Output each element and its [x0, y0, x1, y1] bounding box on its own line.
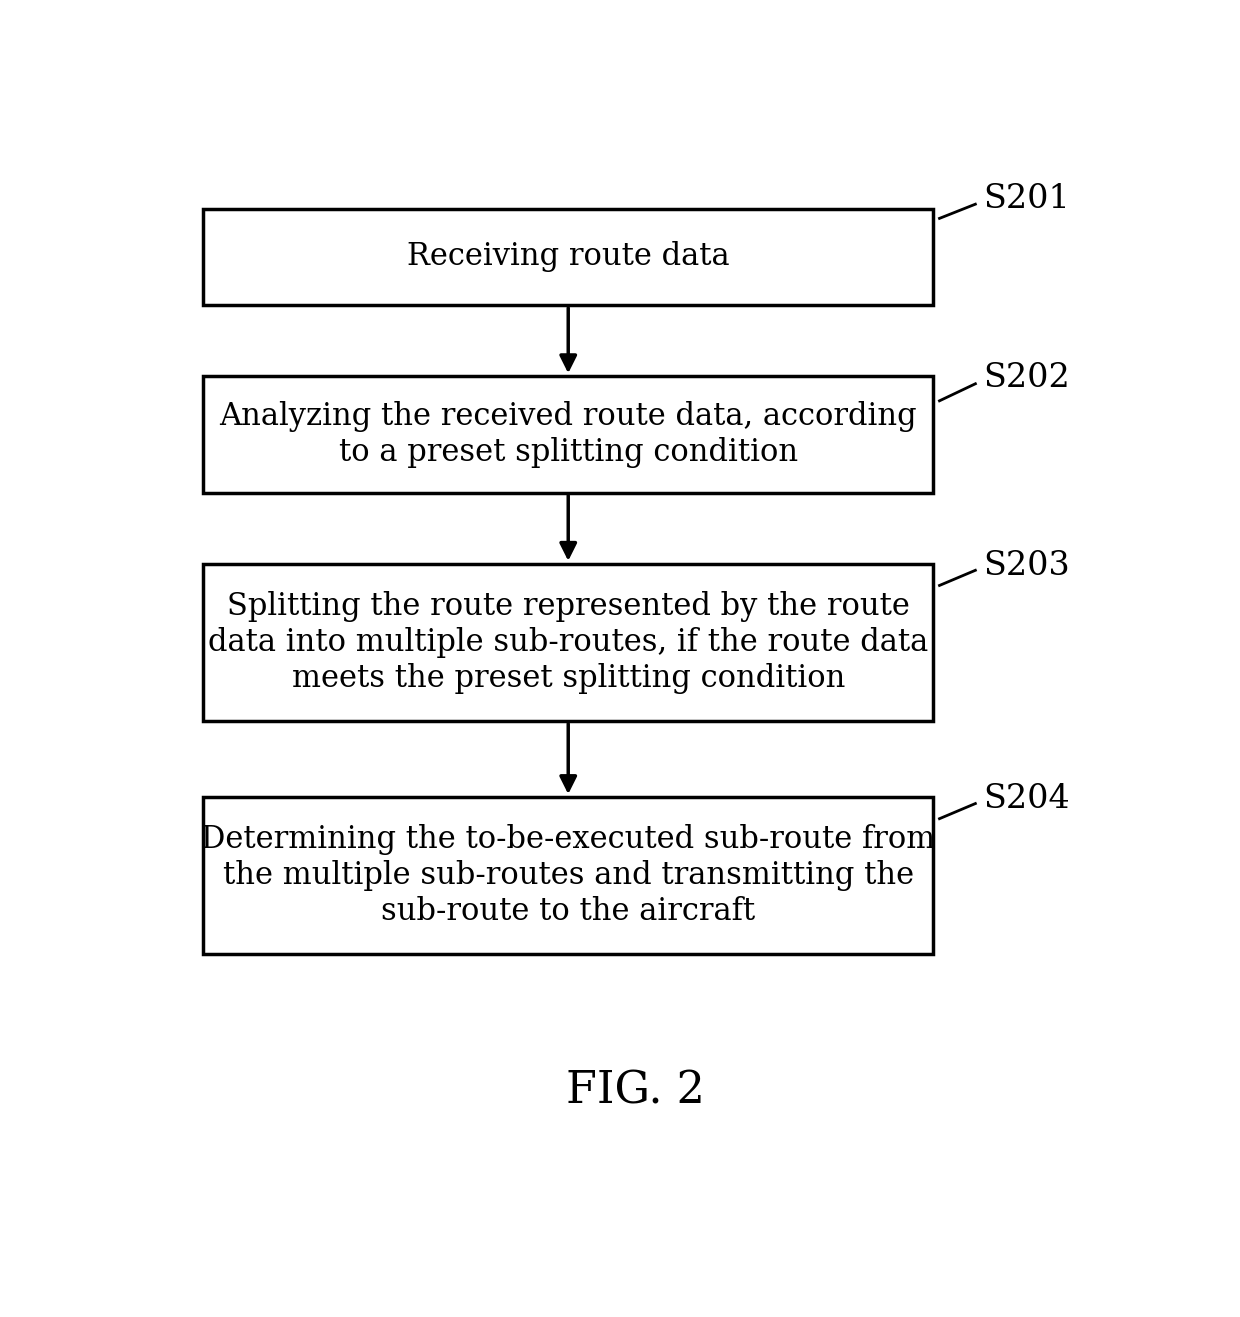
Text: S202: S202 [983, 362, 1070, 394]
Text: Analyzing the received route data, according
to a preset splitting condition: Analyzing the received route data, accor… [219, 400, 918, 468]
Text: S204: S204 [983, 782, 1070, 815]
Text: Determining the to-be-executed sub-route from
the multiple sub-routes and transm: Determining the to-be-executed sub-route… [201, 824, 935, 927]
Bar [203, 564, 934, 720]
Text: S203: S203 [983, 549, 1070, 582]
Bar [203, 377, 934, 493]
Text: Splitting the route represented by the route
data into multiple sub-routes, if t: Splitting the route represented by the r… [208, 591, 929, 694]
Bar [203, 797, 934, 954]
Text: Receiving route data: Receiving route data [407, 241, 729, 273]
Bar [203, 208, 934, 306]
Text: S201: S201 [983, 183, 1070, 215]
Text: FIG. 2: FIG. 2 [567, 1069, 704, 1113]
